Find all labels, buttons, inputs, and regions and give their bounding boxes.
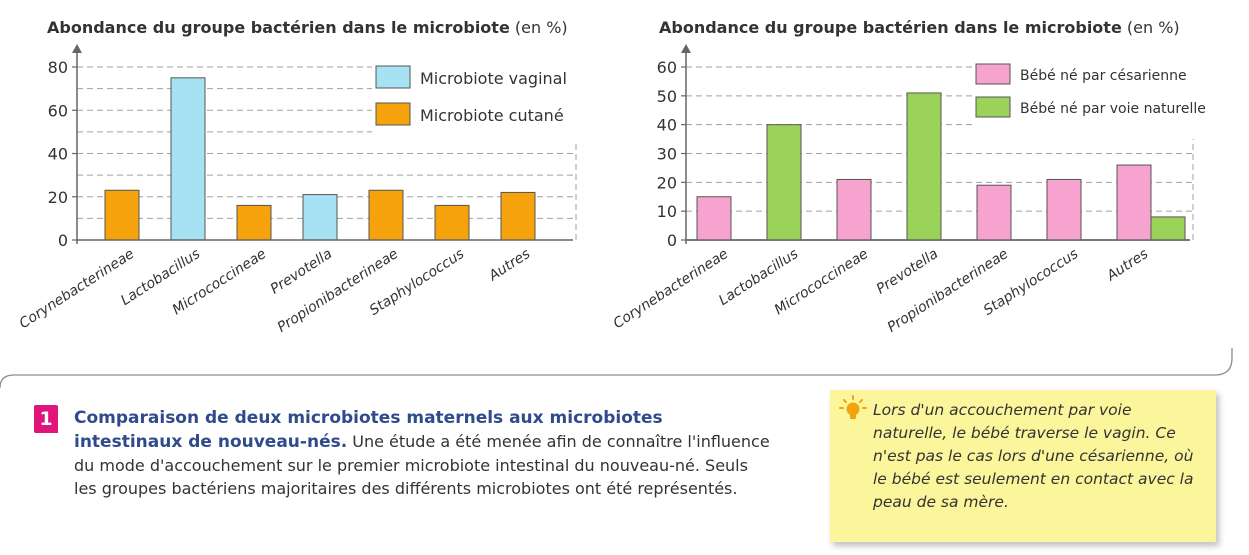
legend-swatch-bebe-ne-par-cesarienne [975,63,1011,85]
chart-cesarienne-naturelle: 0102030405060CorynebacterineaeLactobacil… [611,44,1206,336]
category-label-prevotella: Prevotella [874,246,942,298]
y-tick-label: 40 [48,145,68,164]
y-tick-label: 30 [657,145,677,164]
info-note: Lors d'un accouchement par voie naturell… [830,390,1216,542]
chart1-title-unit: (en %) [514,18,568,37]
y-tick-label: 0 [667,231,677,250]
y-tick-label: 60 [657,58,677,77]
bar-staphylococcus-2 [434,204,470,241]
y-tick-label: 20 [48,188,68,207]
y-tick-label: 0 [58,231,68,250]
bar-propionibacterineae-2 [368,189,404,241]
chart1-title: Abondance du groupe bactérien dans le mi… [47,18,568,37]
bar-corynebacterineae-1 [696,196,732,241]
category-label-propionibacterineae: Propionibacterineae [885,246,1012,336]
bar-autres-2 [500,191,536,241]
legend-swatch-microbiote-vaginal [375,65,411,89]
category-label-propionibacterineae: Propionibacterineae [275,246,402,336]
frame-bracket [0,348,1233,389]
bar-lactobacillus-2 [766,124,802,241]
caption-lead: Comparaison de deux microbiotes maternel… [74,408,663,452]
y-axis-arrow [681,44,691,53]
chart-vaginal-cutane: 020406080CorynebacterineaeLactobacillusM… [17,44,577,336]
document-caption: Comparaison de deux microbiotes maternel… [74,406,774,500]
legend-label-bebe-ne-par-cesarienne: Bébé né par césarienne [1020,68,1187,84]
caption-body: Une étude a été menée afin de connaître … [74,432,770,498]
lightbulb-icon [839,395,867,419]
category-label-autres: Autres [1103,246,1151,285]
y-tick-label: 60 [48,101,68,120]
bar-lactobacillus-1 [170,77,206,241]
y-tick-label: 10 [657,202,677,221]
bar-prevotella-1 [302,194,338,241]
chart1-title-text: Abondance du groupe bactérien dans le mi… [47,18,510,37]
legend-label-bebe-ne-par-voie-naturelle: Bébé né par voie naturelle [1020,101,1206,117]
legend-label-microbiote-cutane: Microbiote cutané [420,106,564,125]
bar-prevotella-2 [906,92,942,241]
bar-staphylococcus-1 [1046,178,1082,241]
legend-swatch-microbiote-cutane [375,102,411,126]
y-axis-arrow [72,44,82,53]
legend-label-microbiote-vaginal: Microbiote vaginal [420,69,567,88]
legend-swatch-bebe-ne-par-voie-naturelle [975,96,1011,118]
chart2-title: Abondance du groupe bactérien dans le mi… [659,18,1180,37]
chart2-title-unit: (en %) [1126,18,1180,37]
y-tick-label: 40 [657,116,677,135]
category-label-autres: Autres [485,246,533,285]
y-tick-label: 80 [48,58,68,77]
bar-micrococcineae-2 [236,204,272,241]
bar-autres-2 [1150,216,1186,241]
y-tick-label: 50 [657,87,677,106]
bar-autres-1 [1116,164,1152,241]
document-number-badge: 1 [34,405,58,433]
category-label-corynebacterineae: Corynebacterineae [17,246,138,332]
bar-corynebacterineae-2 [104,189,140,241]
y-tick-label: 20 [657,173,677,192]
bar-propionibacterineae-1 [976,184,1012,241]
bar-micrococcineae-1 [836,178,872,241]
chart2-title-text: Abondance du groupe bactérien dans le mi… [659,18,1122,37]
category-label-corynebacterineae: Corynebacterineae [611,246,732,332]
note-text: Lors d'un accouchement par voie naturell… [873,401,1194,511]
